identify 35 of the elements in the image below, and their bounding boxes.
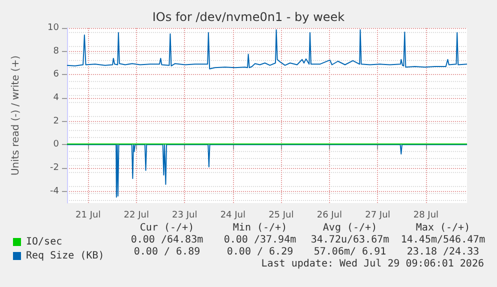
line-series [66,144,468,198]
y-tick-label: -4 [50,186,60,196]
text: 57.06m/ 6.91 [314,246,386,258]
x-tick-label: 21 Jul [76,210,101,220]
x-tick-label: 23 Jul [172,210,198,220]
x-tick-label: 26 Jul [316,210,342,220]
text: Cur (-/+) [140,222,194,234]
x-tick-label: 27 Jul [365,210,390,220]
legend-label: IO/sec [26,236,62,248]
x-tick-label: 24 Jul [220,210,246,220]
y-tick-label: 0 [53,140,60,150]
line-series [66,29,468,70]
x-tick-label: 22 Jul [124,210,149,220]
chart-title: IOs for /dev/nvme0n1 - by week [152,10,345,24]
y-tick-label: 4 [53,93,60,103]
text: 0.00 /37.94m [224,234,296,246]
text: Avg (-/+) [322,222,378,234]
legend-label: Req Size (KB) [26,250,104,262]
text: Min (-/+) [232,222,288,234]
y-tick-label: 6 [53,70,60,80]
text: 0.00 /64.83m [130,234,204,246]
text: 23.18 /24.33 [406,246,480,258]
y-tick-label: 8 [53,46,60,56]
y-axis-title: Units read (-) / write (+) [10,55,22,176]
text: 14.45m/546.47m [400,234,486,246]
y-tick-label: -2 [50,163,59,173]
text: 34.72u/63.67m [310,234,390,246]
text: Max (-/+) [416,222,470,234]
y-tick-label: 2 [53,116,59,126]
text: 0.00 / 6.89 [134,246,200,258]
x-tick-label: 25 Jul [268,210,294,220]
x-tick-label: 28 Jul [413,210,439,220]
text: Last update: Wed Jul 29 09:06:01 2026 [261,258,484,270]
y-tick-label: 10 [48,23,60,33]
text: 0.00 / 6.29 [226,246,294,258]
